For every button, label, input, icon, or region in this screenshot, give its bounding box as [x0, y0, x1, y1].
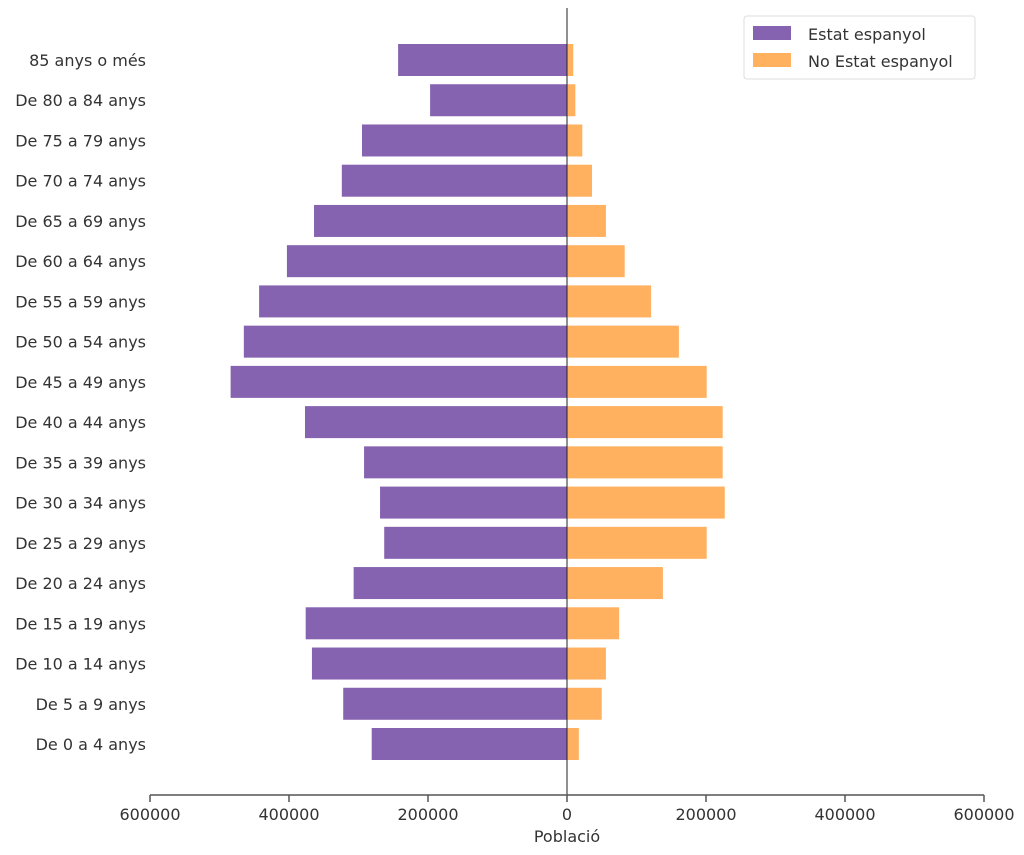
- legend-swatch-no-estat-espanyol: [753, 53, 791, 67]
- y-tick-label: De 35 a 39 anys: [15, 453, 146, 472]
- x-ticks: 600000 400000 200000 0 200000 400000 600000: [119, 795, 1015, 824]
- x-tick-label: 400000: [814, 805, 875, 824]
- y-tick-label: De 15 a 19 anys: [15, 614, 146, 633]
- x-tick-label: 600000: [953, 805, 1014, 824]
- y-tick-label: De 45 a 49 anys: [15, 373, 146, 392]
- bar-no-estat-espanyol: [567, 325, 679, 358]
- bar-no-estat-espanyol: [567, 204, 606, 237]
- y-tick-label: De 0 a 4 anys: [36, 735, 146, 754]
- x-tick-label: 0: [562, 805, 572, 824]
- y-tick-label: De 80 a 84 anys: [15, 91, 146, 110]
- y-tick-label: De 75 a 79 anys: [15, 131, 146, 150]
- bar-estat-espanyol: [304, 406, 567, 439]
- x-tick-label: 200000: [675, 805, 736, 824]
- legend-label-no-estat-espanyol: No Estat espanyol: [808, 52, 953, 71]
- bar-no-estat-espanyol: [567, 647, 606, 680]
- x-tick-label: 600000: [119, 805, 180, 824]
- bars-group: [230, 44, 725, 760]
- y-tick-label: De 5 a 9 anys: [36, 695, 146, 714]
- bar-estat-espanyol: [305, 607, 567, 640]
- x-tick-label: 200000: [397, 805, 458, 824]
- y-tick-label: De 70 a 74 anys: [15, 172, 146, 191]
- y-tick-label: De 25 a 29 anys: [15, 534, 146, 553]
- bar-no-estat-espanyol: [567, 44, 574, 76]
- bar-no-estat-espanyol: [567, 84, 576, 117]
- bar-estat-espanyol: [371, 728, 567, 760]
- bar-no-estat-espanyol: [567, 567, 663, 600]
- legend-swatch-estat-espanyol: [753, 26, 791, 40]
- y-tick-label: De 55 a 59 anys: [15, 292, 146, 311]
- legend-label-estat-espanyol: Estat espanyol: [808, 25, 926, 44]
- bar-no-estat-espanyol: [567, 526, 707, 559]
- x-axis-label: Població: [534, 827, 600, 846]
- bar-no-estat-espanyol: [567, 285, 652, 318]
- bar-estat-espanyol: [243, 325, 567, 358]
- bar-estat-espanyol: [384, 526, 567, 559]
- bar-estat-espanyol: [259, 285, 567, 318]
- bar-no-estat-espanyol: [567, 486, 725, 519]
- bar-estat-espanyol: [311, 647, 567, 680]
- bar-no-estat-espanyol: [567, 406, 723, 439]
- bar-estat-espanyol: [380, 486, 567, 519]
- bar-no-estat-espanyol: [567, 728, 579, 760]
- bar-estat-espanyol: [341, 164, 567, 197]
- y-tick-label: De 10 a 14 anys: [15, 655, 146, 674]
- bar-estat-espanyol: [430, 84, 567, 117]
- bar-estat-espanyol: [364, 446, 567, 479]
- y-tick-label: De 50 a 54 anys: [15, 333, 146, 352]
- bar-estat-espanyol: [361, 124, 567, 157]
- bar-estat-espanyol: [314, 204, 567, 237]
- bar-no-estat-espanyol: [567, 124, 583, 157]
- bar-no-estat-espanyol: [567, 687, 602, 720]
- y-tick-labels: 85 anys o més De 80 a 84 anys De 75 a 79 a…: [15, 51, 146, 754]
- bar-no-estat-espanyol: [567, 245, 625, 278]
- bar-estat-espanyol: [353, 567, 567, 600]
- y-tick-label: De 30 a 34 anys: [15, 494, 146, 513]
- y-tick-label: 85 anys o més: [29, 51, 146, 70]
- y-tick-label: De 20 a 24 anys: [15, 574, 146, 593]
- y-tick-label: De 40 a 44 anys: [15, 413, 146, 432]
- bar-estat-espanyol: [398, 44, 567, 76]
- legend[interactable]: Estat espanyol No Estat espanyol: [743, 15, 976, 80]
- bar-estat-espanyol: [286, 245, 567, 278]
- bar-estat-espanyol: [230, 365, 567, 398]
- y-tick-label: De 60 a 64 anys: [15, 252, 146, 271]
- bar-no-estat-espanyol: [567, 365, 707, 398]
- legend-frame: [743, 15, 976, 80]
- x-tick-label: 400000: [258, 805, 319, 824]
- bar-no-estat-espanyol: [567, 164, 593, 197]
- bar-no-estat-espanyol: [567, 607, 620, 640]
- bar-no-estat-espanyol: [567, 446, 723, 479]
- y-tick-label: De 65 a 69 anys: [15, 212, 146, 231]
- bar-estat-espanyol: [343, 687, 567, 720]
